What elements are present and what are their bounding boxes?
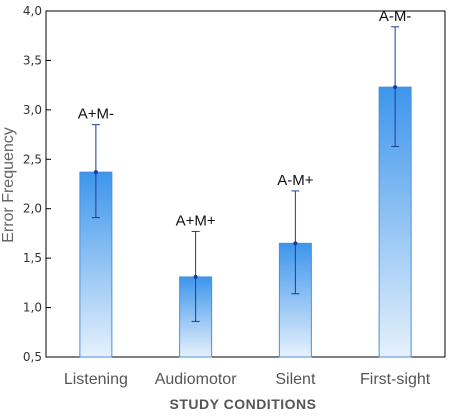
bar-annotation: A+M- [78,106,114,123]
mean-point [93,170,98,175]
x-category-label: Listening [64,371,128,388]
y-tick-label: 3,0 [23,103,42,117]
bar-annotation: A-M+ [277,172,313,189]
y-axis-label: Error Frequency [0,127,17,243]
bar-annotation: A-M- [379,8,412,25]
x-category-label: First-sight [360,371,431,388]
mean-point [193,274,198,279]
bar-annotation: A+M+ [176,212,216,229]
y-tick-label: 1,5 [23,251,42,265]
y-tick-label: 3,5 [23,53,42,67]
mean-point [293,241,298,246]
y-tick-label: 4,0 [23,4,42,18]
x-category-label: Silent [275,371,316,388]
mean-point [393,85,398,90]
y-tick-label: 2,0 [23,202,42,216]
y-tick-label: 0,5 [23,350,42,364]
x-axis-label: STUDY CONDITIONS [170,396,317,412]
y-tick-label: 2,5 [23,152,42,166]
bar [79,171,113,358]
plot-frame [45,10,446,358]
x-category-label: Audiomotor [155,371,237,388]
y-tick-label: 1,0 [23,301,42,315]
